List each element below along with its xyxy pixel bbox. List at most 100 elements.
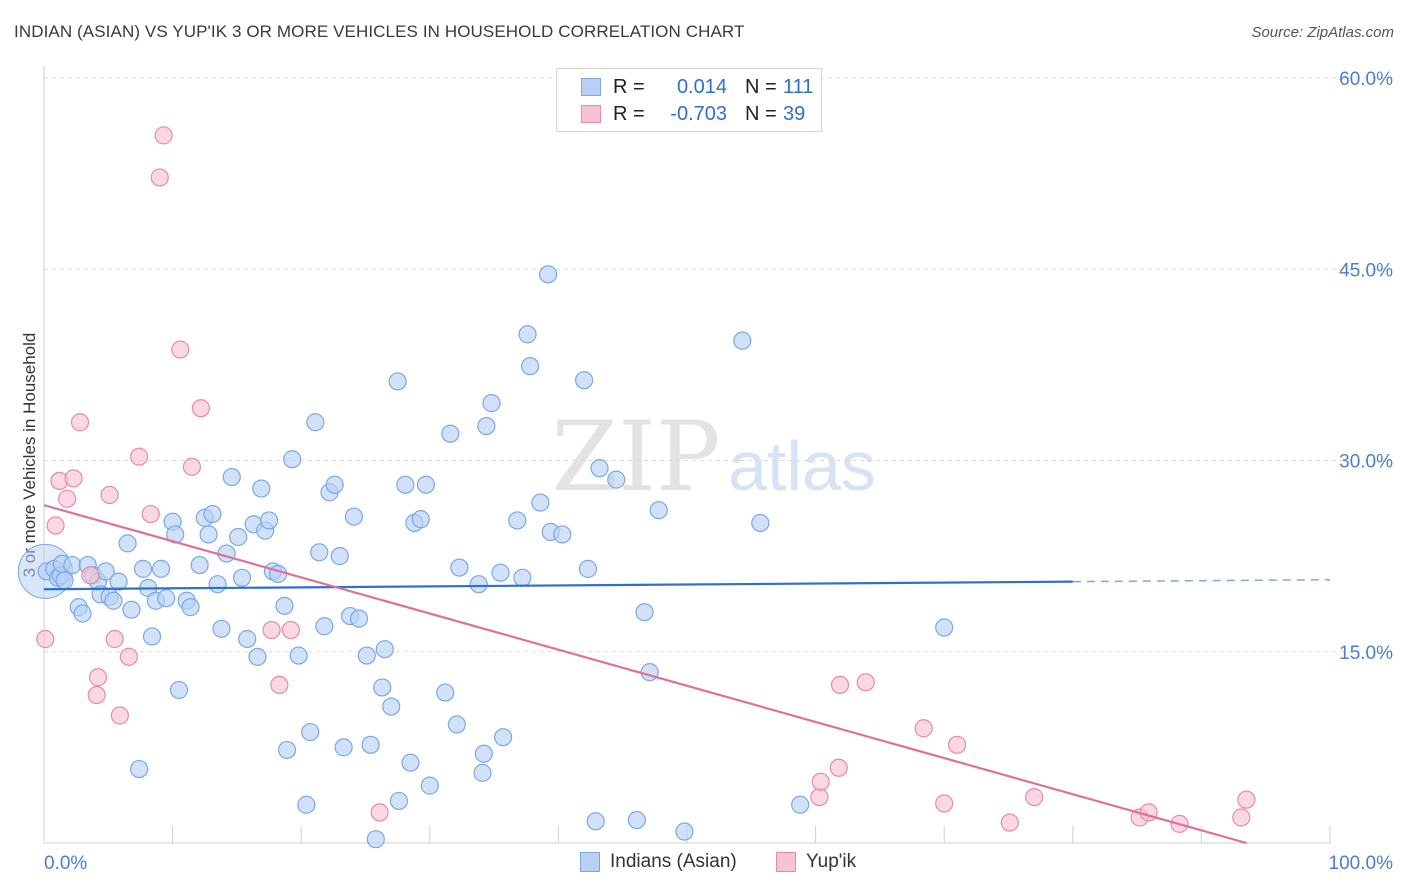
series-legend-indians: Indians (Asian) — [580, 851, 737, 873]
data-point-indians — [491, 563, 510, 582]
data-point-yupik — [36, 629, 55, 649]
data-point-indians — [361, 735, 380, 754]
data-point-indians — [122, 600, 141, 619]
data-point-yupik — [150, 168, 169, 187]
data-point-yupik — [119, 647, 138, 666]
data-point-indians — [259, 511, 279, 530]
data-point-indians — [733, 331, 752, 350]
data-point-yupik — [281, 620, 301, 640]
series-swatch-indians — [580, 852, 600, 872]
data-point-indians — [301, 722, 320, 742]
data-point-indians — [388, 372, 407, 391]
data-point-indians — [366, 830, 385, 849]
legend-swatch-yupik — [581, 105, 601, 123]
data-point-indians — [411, 510, 430, 529]
data-point-indians — [382, 697, 401, 716]
data-point-indians — [627, 810, 646, 830]
data-point-indians — [607, 470, 626, 489]
data-point-yupik — [182, 457, 201, 476]
data-point-indians — [575, 371, 594, 390]
series-legend: Indians (Asian) Yup'ik — [0, 851, 1406, 877]
data-point-indians — [73, 604, 92, 623]
legend-r-label: R = — [613, 102, 645, 125]
data-point-indians — [55, 571, 74, 590]
data-point-yupik — [81, 566, 100, 585]
data-point-yupik — [1025, 787, 1044, 807]
data-point-yupik — [856, 673, 875, 692]
data-point-indians — [396, 475, 415, 494]
data-point-indians — [277, 740, 297, 760]
y-tick-label: 60.0% — [1339, 69, 1393, 90]
data-point-indians — [416, 475, 436, 494]
data-point-yupik — [914, 719, 933, 738]
data-point-indians — [297, 795, 316, 814]
data-point-indians — [252, 479, 271, 498]
data-point-yupik — [70, 413, 90, 432]
data-point-indians — [199, 525, 218, 544]
data-point-indians — [169, 680, 189, 700]
data-point-indians — [482, 394, 501, 413]
data-point-indians — [248, 647, 267, 666]
data-point-indians — [325, 475, 344, 494]
data-point-indians — [142, 627, 162, 646]
data-point-yupik — [810, 787, 829, 807]
data-point-yupik — [58, 489, 77, 508]
data-point-indians — [306, 413, 325, 432]
data-point-yupik — [1000, 813, 1019, 832]
data-point-indians — [275, 596, 294, 615]
data-point-indians — [357, 646, 376, 665]
y-tick-label: 30.0% — [1339, 452, 1393, 473]
data-point-indians — [289, 646, 308, 665]
data-point-indians — [151, 559, 171, 578]
data-point-indians — [268, 564, 288, 584]
data-point-indians — [109, 572, 128, 591]
data-point-indians — [473, 763, 492, 782]
stats-legend: R = 0.014 N = 111 R = -0.703 N = 39 — [556, 68, 822, 132]
trend-line-yupik — [43, 504, 1247, 845]
data-point-indians — [310, 543, 329, 562]
data-point-indians — [553, 525, 572, 544]
data-point-indians — [232, 568, 252, 587]
data-point-yupik — [830, 675, 850, 695]
data-point-yupik — [141, 504, 160, 524]
data-point-indians — [401, 753, 420, 772]
data-point-yupik — [154, 126, 173, 145]
data-point-yupik — [88, 668, 108, 687]
source-label: Source: ZipAtlas.com — [1251, 24, 1394, 41]
data-point-indians — [518, 325, 537, 344]
data-point-indians — [217, 544, 236, 563]
data-point-indians — [190, 555, 209, 575]
data-point-indians — [477, 416, 496, 436]
trend-line-indians-extension — [1072, 578, 1331, 583]
legend-n-value-yupik: 39 — [783, 102, 806, 125]
data-point-indians — [649, 501, 668, 520]
legend-r-label: R = — [613, 75, 645, 98]
legend-r-value-yupik: -0.703 — [670, 102, 727, 125]
data-point-indians — [521, 357, 540, 376]
data-point-indians — [157, 589, 176, 608]
data-point-indians — [494, 728, 513, 747]
legend-r-value-indians: 0.014 — [676, 75, 727, 98]
data-point-indians — [531, 493, 550, 512]
data-point-indians — [334, 738, 353, 757]
data-point-indians — [469, 575, 488, 594]
data-point-indians — [373, 678, 392, 697]
series-swatch-yupik — [776, 852, 796, 872]
data-point-indians — [436, 683, 455, 702]
data-point-indians — [208, 575, 227, 594]
data-point-indians — [222, 467, 241, 487]
series-legend-yupik: Yup'ik — [776, 851, 856, 873]
series-name-indians: Indians (Asian) — [610, 851, 737, 872]
data-point-indians — [229, 527, 248, 547]
data-point-indians — [450, 558, 469, 577]
data-point-indians — [578, 559, 598, 578]
data-point-indians — [447, 715, 466, 734]
data-point-indians — [104, 591, 123, 610]
data-point-indians — [935, 618, 954, 637]
x-tick-label-min: 0.0% — [44, 853, 87, 874]
legend-n-label: N = — [745, 75, 777, 98]
data-point-indians — [330, 547, 349, 566]
data-point-yupik — [46, 516, 65, 535]
series-name-yupik: Yup'ik — [806, 851, 857, 872]
data-point-indians — [791, 795, 810, 814]
